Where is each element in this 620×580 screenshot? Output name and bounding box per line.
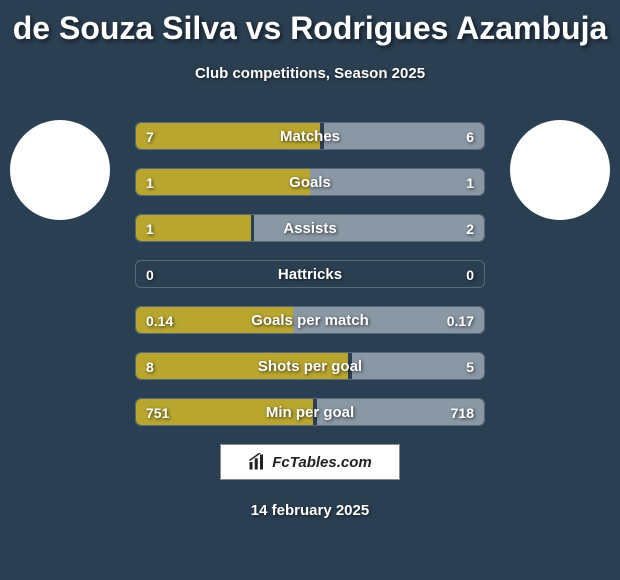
stat-value-right: 0.17 xyxy=(447,307,474,334)
stat-row: 0.14Goals per match0.17 xyxy=(135,306,485,334)
stat-label: Goals per match xyxy=(136,307,484,334)
stat-value-right: 1 xyxy=(466,169,474,196)
stat-row: 0Hattricks0 xyxy=(135,260,485,288)
chart-icon xyxy=(248,453,266,471)
stat-value-right: 6 xyxy=(466,123,474,150)
stat-label: Hattricks xyxy=(136,261,484,288)
stat-value-right: 718 xyxy=(451,399,474,426)
player-left-avatar xyxy=(10,120,110,220)
stat-row: 7Matches6 xyxy=(135,122,485,150)
stat-label: Matches xyxy=(136,123,484,150)
stats-list: 7Matches61Goals11Assists20Hattricks00.14… xyxy=(135,122,485,426)
source-badge[interactable]: FcTables.com xyxy=(220,444,400,480)
stat-label: Min per goal xyxy=(136,399,484,426)
stat-label: Shots per goal xyxy=(136,353,484,380)
stat-row: 751Min per goal718 xyxy=(135,398,485,426)
stat-label: Assists xyxy=(136,215,484,242)
stat-row: 1Goals1 xyxy=(135,168,485,196)
subtitle: Club competitions, Season 2025 xyxy=(0,65,620,82)
stat-value-right: 5 xyxy=(466,353,474,380)
date-text: 14 february 2025 xyxy=(0,502,620,519)
stat-value-right: 0 xyxy=(466,261,474,288)
player-right-avatar xyxy=(510,120,610,220)
stat-row: 1Assists2 xyxy=(135,214,485,242)
badge-text: FcTables.com xyxy=(272,454,371,471)
stat-row: 8Shots per goal5 xyxy=(135,352,485,380)
page-title: de Souza Silva vs Rodrigues Azambuja xyxy=(0,0,620,47)
stat-value-right: 2 xyxy=(466,215,474,242)
stat-label: Goals xyxy=(136,169,484,196)
